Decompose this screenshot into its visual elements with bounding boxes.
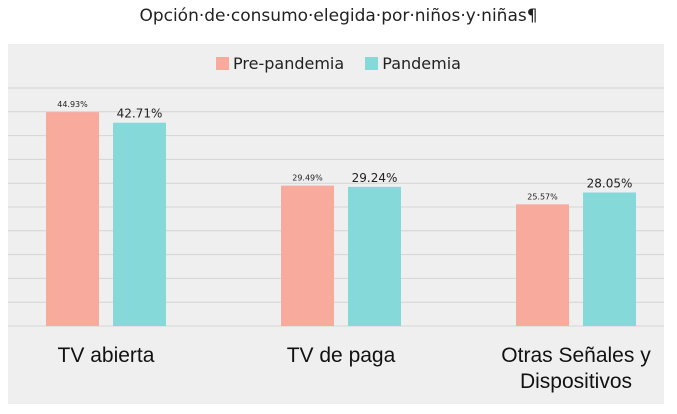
legend-label-pandemia: Pandemia — [382, 54, 461, 73]
legend-item-pandemia: Pandemia — [365, 54, 461, 73]
bar-pandemia-2 — [583, 192, 636, 326]
category-label: Otras Señales y — [501, 344, 651, 367]
data-label: 25.57% — [527, 192, 558, 201]
category-label: Dispositivos — [520, 370, 632, 393]
legend-item-pre-pandemia: Pre-pandemia — [216, 54, 344, 73]
data-label: 29.49% — [292, 174, 323, 183]
bar-pre-pandemia-2 — [516, 204, 569, 326]
data-label: 29.24% — [352, 171, 398, 185]
data-label: 44.93% — [57, 100, 88, 109]
chart-title: Opción·de·consumo·elegida·por·niños·y·ni… — [139, 6, 538, 26]
legend-swatch-pandemia — [365, 57, 379, 70]
data-label: 28.05% — [587, 176, 633, 190]
bar-pandemia-1 — [348, 186, 401, 326]
bar-pre-pandemia-1 — [281, 185, 334, 326]
legend-label-pre-pandemia: Pre-pandemia — [233, 54, 345, 73]
category-label: TV de paga — [287, 344, 396, 367]
legend-swatch-pre-pandemia — [216, 57, 230, 70]
data-label: 42.71% — [117, 107, 163, 121]
bar-pre-pandemia-0 — [46, 112, 99, 326]
bar-pandemia-0 — [113, 122, 166, 326]
legend: Pre-pandemia Pandemia — [0, 54, 677, 74]
category-label: TV abierta — [58, 344, 155, 367]
